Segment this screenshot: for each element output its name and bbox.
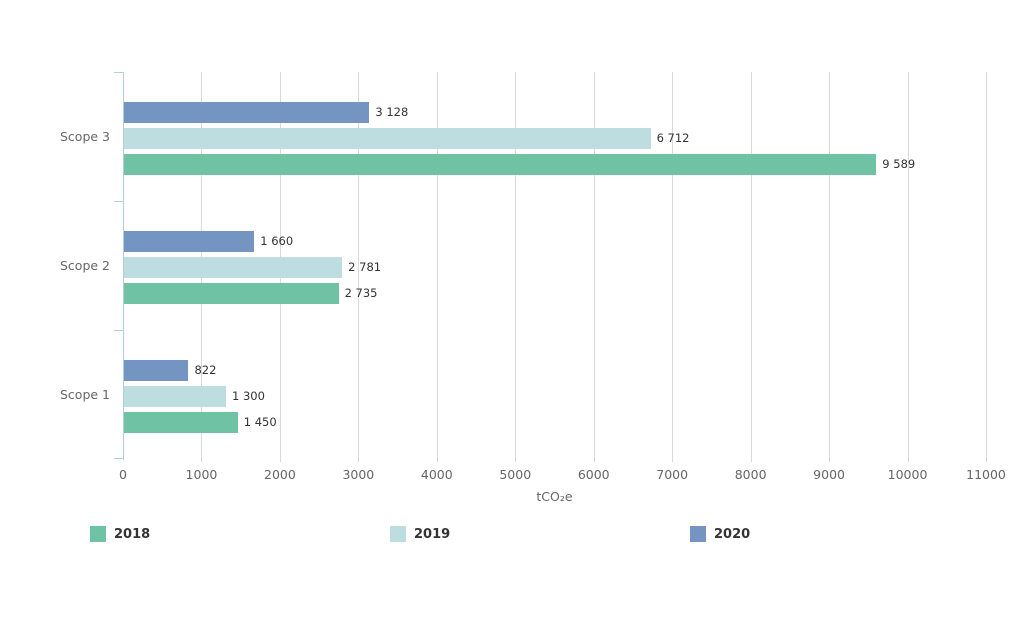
x-axis-tick-label: 2000 — [264, 467, 296, 482]
gridline — [436, 72, 438, 462]
gridline — [358, 72, 360, 462]
bar-2019-scope-3 — [124, 128, 651, 149]
x-axis-tick-label: 0 — [119, 467, 127, 482]
plot-area: 0 1000 2000 3000 4000 5000 6000 7000 8000 9000 100… — [60, 72, 1006, 482]
bar-2018-scope-1 — [124, 412, 238, 433]
y-axis-line — [123, 72, 124, 460]
bar-value-label: 822 — [194, 363, 217, 377]
gridline — [829, 72, 831, 462]
legend-swatch-2019 — [390, 526, 406, 542]
legend-label: 2020 — [714, 526, 751, 542]
bar-value-label: 2 781 — [348, 260, 382, 274]
bar-2019-scope-1 — [124, 386, 226, 407]
legend-item-2019[interactable]: 2019 — [390, 526, 450, 542]
legend-swatch-2018 — [90, 526, 106, 542]
y-axis-tick — [114, 201, 123, 202]
gridline — [515, 72, 517, 462]
legend-item-2020[interactable]: 2020 — [690, 526, 750, 542]
legend-swatch-2020 — [690, 526, 706, 542]
bar-value-label: 3 128 — [375, 105, 409, 119]
category-label: Scope 1 — [59, 386, 110, 402]
legend-label: 2018 — [114, 526, 151, 542]
x-axis-tick-label: 9000 — [813, 467, 845, 482]
category-label: Scope 3 — [59, 128, 110, 144]
category-label: Scope 2 — [59, 257, 110, 273]
bar-2019-scope-2 — [124, 257, 343, 278]
x-axis-tick-label: 10000 — [887, 467, 928, 482]
bar-value-label: 1 450 — [243, 415, 277, 429]
legend: 2018 2019 2020 — [0, 526, 1036, 546]
bar-value-label: 6 712 — [656, 131, 690, 145]
y-axis-tick — [114, 72, 123, 73]
bar-2018-scope-2 — [124, 283, 339, 304]
legend-item-2018[interactable]: 2018 — [90, 526, 150, 542]
bar-value-label: 1 300 — [231, 389, 265, 403]
x-axis-tick-label: 6000 — [577, 467, 610, 482]
x-axis-tick-label: 11000 — [966, 467, 1006, 482]
gridline — [593, 72, 595, 462]
gridline — [986, 72, 987, 462]
bar-2020-scope-3 — [124, 102, 370, 123]
gridline — [750, 72, 752, 462]
y-axis-tick — [114, 458, 123, 459]
y-axis-tick — [114, 330, 123, 331]
bar-value-label: 9 589 — [882, 157, 916, 171]
x-axis-tick-label: 1000 — [185, 467, 218, 482]
bar-value-label: 2 735 — [344, 286, 378, 300]
gridline — [672, 72, 674, 462]
x-axis-tick-label: 3000 — [342, 467, 375, 482]
x-axis-tick-label: 5000 — [499, 467, 532, 482]
gridline — [907, 72, 909, 462]
legend-label: 2019 — [414, 526, 451, 542]
bar-2018-scope-3 — [124, 154, 877, 175]
bar-2020-scope-1 — [124, 360, 189, 381]
x-axis-title: tCO₂e — [536, 489, 573, 504]
x-axis-tick-label: 7000 — [656, 467, 689, 482]
x-axis-tick-label: 4000 — [420, 467, 453, 482]
x-axis-tick-label: 8000 — [734, 467, 767, 482]
bar-2020-scope-2 — [124, 231, 255, 252]
bar-value-label: 1 660 — [260, 234, 294, 248]
